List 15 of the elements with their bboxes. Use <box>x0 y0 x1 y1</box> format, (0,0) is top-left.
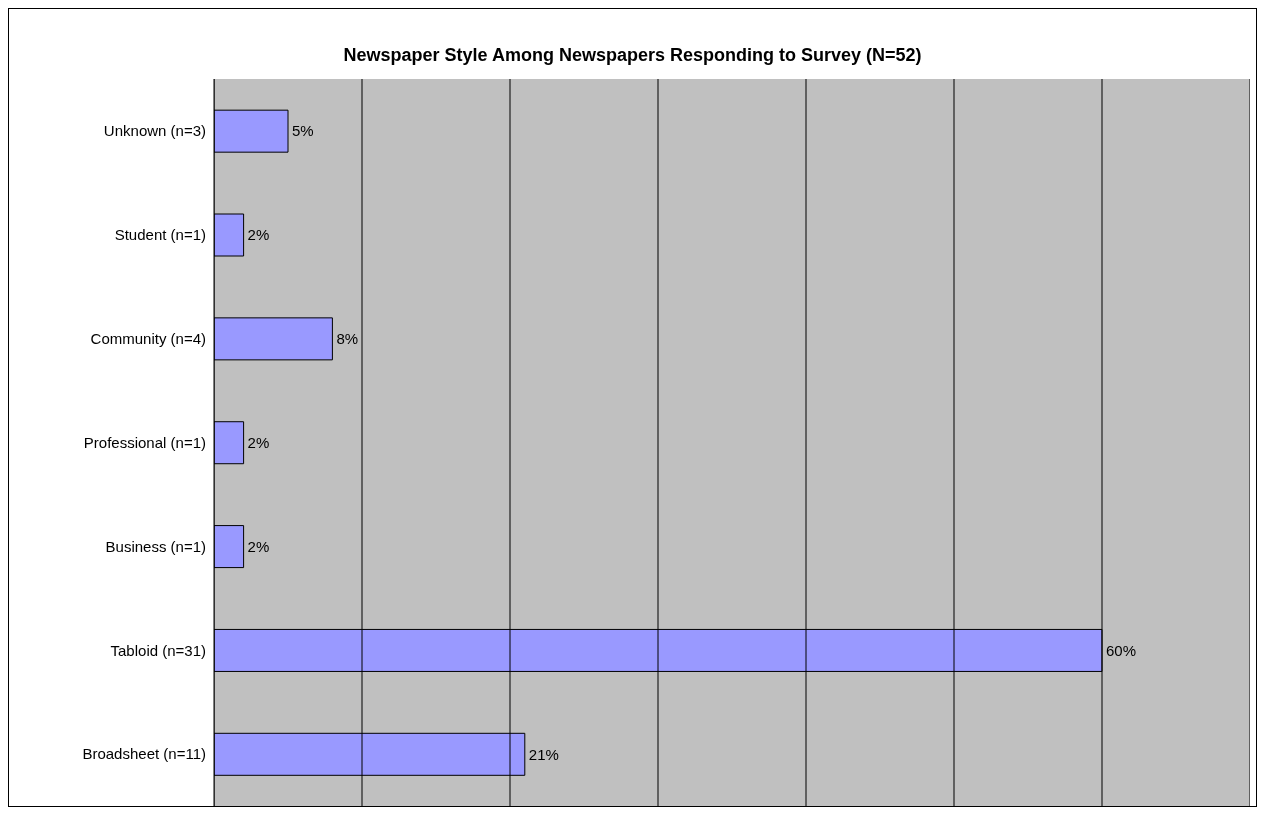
y-tick-label: Student (n=1) <box>114 226 206 244</box>
chart-title: Newspaper Style Among Newspapers Responding to Survey (N=52) <box>342 45 923 66</box>
data-label: 2% <box>247 434 270 452</box>
data-label: 8% <box>336 330 359 348</box>
data-label: 21% <box>528 745 559 763</box>
y-tick-label: Tabloid (n=31) <box>110 641 206 659</box>
data-label: 2% <box>247 537 270 555</box>
data-label: 2% <box>247 226 270 244</box>
y-tick-label: Broadsheet (n=11) <box>82 745 206 763</box>
y-tick-label: Unknown (n=3) <box>103 122 206 140</box>
y-tick-label: Community (n=4) <box>90 329 206 347</box>
y-tick-label: Professional (n=1) <box>83 433 206 451</box>
data-label: 60% <box>1106 641 1137 659</box>
data-label: 5% <box>292 122 314 140</box>
y-tick-label: Business (n=1) <box>105 537 206 555</box>
